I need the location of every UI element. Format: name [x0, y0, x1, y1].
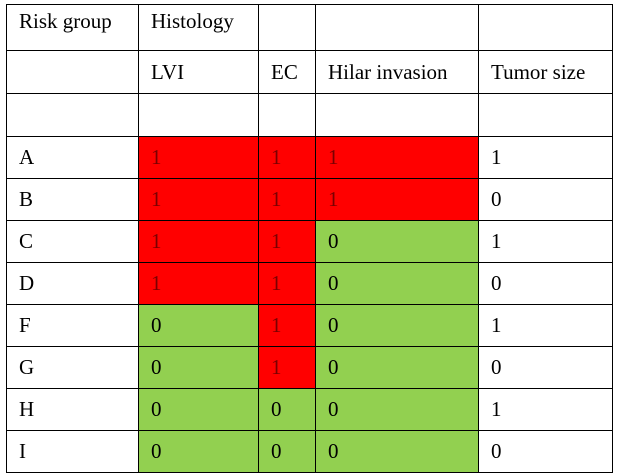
risk-group-cell: C [6, 220, 139, 263]
lvi-cell-value: 1 [151, 187, 162, 211]
empty-cell [258, 93, 316, 137]
ec-cell-value: 0 [271, 397, 282, 421]
lvi-cell: 1 [138, 136, 259, 179]
hilar-invasion-cell-value: 1 [328, 145, 339, 169]
header-empty-cell [6, 50, 139, 94]
header-empty-cell [258, 4, 316, 51]
hilar-invasion-cell: 0 [315, 388, 479, 431]
hilar-invasion-cell-value: 0 [328, 271, 339, 295]
risk-group-table: Risk group Histology LVI EC Hilar invasi… [6, 4, 613, 473]
tumor-size-cell-value: 1 [491, 397, 502, 421]
hilar-invasion-cell-value: 1 [328, 187, 339, 211]
hilar-invasion-cell: 0 [315, 304, 479, 347]
ec-cell: 0 [258, 388, 316, 431]
hilar-invasion-cell: 0 [315, 220, 479, 263]
hilar-invasion-cell: 0 [315, 346, 479, 389]
tumor-size-cell: 0 [478, 178, 613, 221]
ec-cell: 1 [258, 304, 316, 347]
header-row-2: LVI EC Hilar invasion Tumor size [6, 50, 613, 94]
lvi-cell: 0 [138, 304, 259, 347]
tumor-size-cell: 0 [478, 430, 613, 473]
ec-cell-value: 0 [271, 439, 282, 463]
header-ec: EC [258, 50, 316, 94]
ec-cell: 1 [258, 178, 316, 221]
lvi-cell: 0 [138, 388, 259, 431]
hilar-invasion-cell-value: 0 [328, 313, 339, 337]
tumor-size-cell: 0 [478, 262, 613, 305]
header-row-1: Risk group Histology [6, 4, 613, 51]
risk-group-cell: G [6, 346, 139, 389]
lvi-cell-value: 0 [151, 313, 162, 337]
ec-cell: 1 [258, 346, 316, 389]
header-lvi: LVI [138, 50, 259, 94]
risk-group-cell: I [6, 430, 139, 473]
ec-cell: 1 [258, 136, 316, 179]
header-histology: Histology [138, 4, 259, 51]
tumor-size-cell-value: 0 [491, 439, 502, 463]
ec-cell-value: 1 [271, 145, 282, 169]
header-hilar-invasion: Hilar invasion [315, 50, 479, 94]
ec-cell-value: 1 [271, 355, 282, 379]
hilar-invasion-cell-value: 0 [328, 229, 339, 253]
lvi-cell: 1 [138, 262, 259, 305]
empty-cell [315, 93, 479, 137]
header-tumor-size: Tumor size [478, 50, 613, 94]
ec-cell-value: 1 [271, 271, 282, 295]
risk-group-cell: B [6, 178, 139, 221]
lvi-cell: 1 [138, 178, 259, 221]
tumor-size-cell: 1 [478, 388, 613, 431]
risk-group-cell: D [6, 262, 139, 305]
empty-cell [478, 93, 613, 137]
ec-cell-value: 1 [271, 187, 282, 211]
header-empty-cell [478, 4, 613, 51]
ec-cell-value: 1 [271, 229, 282, 253]
hilar-invasion-cell: 0 [315, 262, 479, 305]
risk-group-cell: F [6, 304, 139, 347]
tumor-size-cell-value: 1 [491, 229, 502, 253]
risk-group-cell: A [6, 136, 139, 179]
empty-cell [6, 93, 139, 137]
tumor-size-cell: 0 [478, 346, 613, 389]
tumor-size-cell: 1 [478, 220, 613, 263]
lvi-cell-value: 0 [151, 439, 162, 463]
lvi-cell: 0 [138, 346, 259, 389]
hilar-invasion-cell-value: 0 [328, 397, 339, 421]
ec-cell: 1 [258, 220, 316, 263]
ec-cell-value: 1 [271, 313, 282, 337]
header-risk-group: Risk group [6, 4, 139, 51]
tumor-size-cell-value: 1 [491, 145, 502, 169]
lvi-cell-value: 1 [151, 271, 162, 295]
lvi-cell-value: 0 [151, 355, 162, 379]
tumor-size-cell-value: 0 [491, 187, 502, 211]
hilar-invasion-cell: 0 [315, 430, 479, 473]
ec-cell: 0 [258, 430, 316, 473]
empty-spacer-row [6, 93, 613, 137]
hilar-invasion-cell: 1 [315, 178, 479, 221]
lvi-cell: 0 [138, 430, 259, 473]
tumor-size-cell: 1 [478, 136, 613, 179]
header-empty-cell [315, 4, 479, 51]
tumor-size-cell-value: 0 [491, 355, 502, 379]
tumor-size-cell-value: 0 [491, 271, 502, 295]
ec-cell: 1 [258, 262, 316, 305]
lvi-cell-value: 0 [151, 397, 162, 421]
hilar-invasion-cell: 1 [315, 136, 479, 179]
risk-group-cell: H [6, 388, 139, 431]
lvi-cell-value: 1 [151, 145, 162, 169]
tumor-size-cell: 1 [478, 304, 613, 347]
hilar-invasion-cell-value: 0 [328, 355, 339, 379]
empty-cell [138, 93, 259, 137]
lvi-cell-value: 1 [151, 229, 162, 253]
tumor-size-cell-value: 1 [491, 313, 502, 337]
lvi-cell: 1 [138, 220, 259, 263]
hilar-invasion-cell-value: 0 [328, 439, 339, 463]
